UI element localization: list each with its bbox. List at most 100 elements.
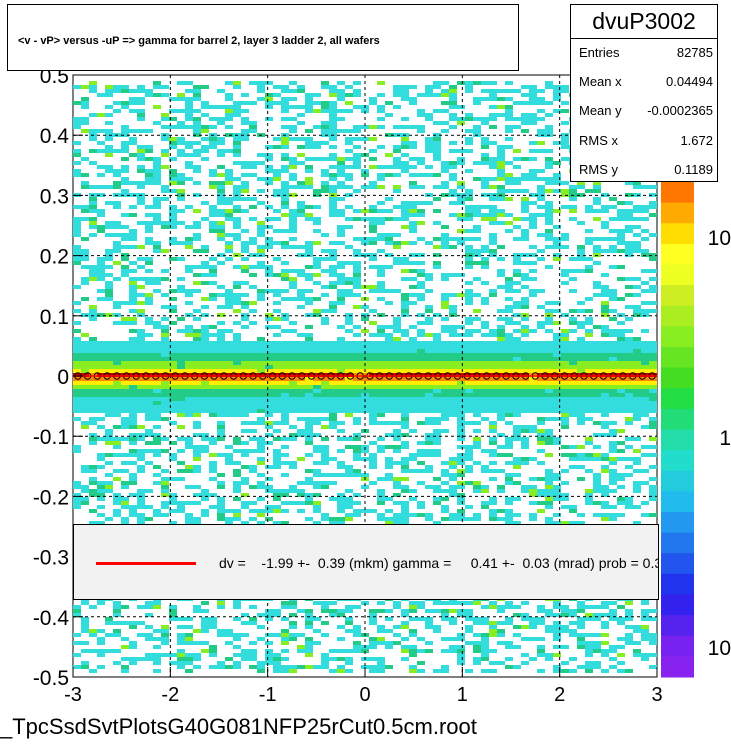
- heat-cell: [177, 177, 185, 181]
- heat-cell: [337, 449, 345, 453]
- heat-cell: [601, 293, 609, 297]
- heat-cell: [609, 469, 617, 473]
- heat-cell: [241, 209, 249, 213]
- heat-cell: [89, 201, 97, 205]
- heat-cell: [137, 169, 145, 173]
- heat-cell: [497, 393, 505, 397]
- heat-cell: [529, 121, 537, 125]
- heat-cell: [105, 93, 113, 97]
- heat-cell: [169, 173, 177, 177]
- heat-cell: [553, 477, 561, 481]
- heat-cell: [465, 245, 473, 249]
- heat-cell: [329, 309, 337, 313]
- heat-cell: [73, 117, 81, 121]
- heat-cell: [481, 505, 489, 509]
- heat-cell: [193, 629, 201, 633]
- heat-cell: [409, 457, 417, 461]
- heat-cell: [105, 353, 113, 357]
- heat-cell: [81, 265, 89, 269]
- heat-cell: [233, 293, 241, 297]
- heat-cell: [265, 105, 273, 109]
- heat-cell: [545, 177, 553, 181]
- heat-cell: [393, 173, 401, 177]
- heat-cell: [473, 129, 481, 133]
- heat-cell: [209, 477, 217, 481]
- heat-cell: [169, 157, 177, 161]
- heat-cell: [105, 437, 113, 441]
- heat-cell: [393, 605, 401, 609]
- heat-cell: [529, 277, 537, 281]
- heat-cell: [153, 85, 161, 89]
- heat-cell: [105, 145, 113, 149]
- heat-cell: [241, 185, 249, 189]
- heat-cell: [345, 649, 353, 653]
- heat-cell: [121, 321, 129, 325]
- heat-cell: [273, 397, 281, 401]
- heat-cell: [385, 101, 393, 105]
- heat-cell: [385, 477, 393, 481]
- heat-cell: [273, 85, 281, 89]
- heat-cell: [505, 197, 513, 201]
- heat-cell: [225, 173, 233, 177]
- heat-cell: [377, 357, 385, 361]
- heat-cell: [593, 481, 601, 485]
- heat-cell: [241, 453, 249, 457]
- heat-cell: [377, 361, 385, 365]
- heat-cell: [457, 633, 465, 637]
- heat-cell: [601, 345, 609, 349]
- heat-cell: [425, 149, 433, 153]
- heat-cell: [305, 477, 313, 481]
- heat-cell: [313, 341, 321, 345]
- heat-cell: [193, 641, 201, 645]
- heat-cell: [113, 497, 121, 501]
- heat-cell: [601, 301, 609, 305]
- heat-cell: [289, 225, 297, 229]
- heat-cell: [129, 353, 137, 357]
- heat-cell: [345, 401, 353, 405]
- heat-cell: [329, 341, 337, 345]
- heat-cell: [73, 321, 81, 325]
- heat-cell: [121, 169, 129, 173]
- heat-cell: [321, 389, 329, 393]
- heat-cell: [337, 473, 345, 477]
- heat-cell: [177, 357, 185, 361]
- heat-cell: [89, 337, 97, 341]
- heat-cell: [505, 441, 513, 445]
- heat-cell: [441, 637, 449, 641]
- heat-cell: [73, 205, 81, 209]
- heat-cell: [513, 217, 521, 221]
- heat-cell: [193, 433, 201, 437]
- heat-cell: [369, 397, 377, 401]
- heat-cell: [129, 329, 137, 333]
- heat-cell: [473, 213, 481, 217]
- heat-cell: [129, 461, 137, 465]
- heat-cell: [417, 449, 425, 453]
- heat-cell: [513, 261, 521, 265]
- heat-cell: [193, 181, 201, 185]
- heat-cell: [313, 349, 321, 353]
- heat-cell: [529, 221, 537, 225]
- heat-cell: [553, 93, 561, 97]
- heat-cell: [577, 341, 585, 345]
- heat-cell: [497, 89, 505, 93]
- heat-cell: [425, 609, 433, 613]
- heat-cell: [497, 161, 505, 165]
- heat-cell: [97, 373, 105, 377]
- heat-cell: [89, 209, 97, 213]
- heat-cell: [105, 297, 113, 301]
- heat-cell: [177, 373, 185, 377]
- heat-cell: [273, 465, 281, 469]
- heat-cell: [257, 381, 265, 385]
- heat-cell: [353, 369, 361, 373]
- heat-cell: [185, 345, 193, 349]
- heat-cell: [265, 613, 273, 617]
- heat-cell: [401, 373, 409, 377]
- heat-cell: [329, 497, 337, 501]
- heat-cell: [193, 337, 201, 341]
- heat-cell: [73, 341, 81, 345]
- heat-cell: [321, 393, 329, 397]
- heat-cell: [321, 173, 329, 177]
- heat-cell: [497, 213, 505, 217]
- heat-cell: [129, 233, 137, 237]
- heat-cell: [545, 353, 553, 357]
